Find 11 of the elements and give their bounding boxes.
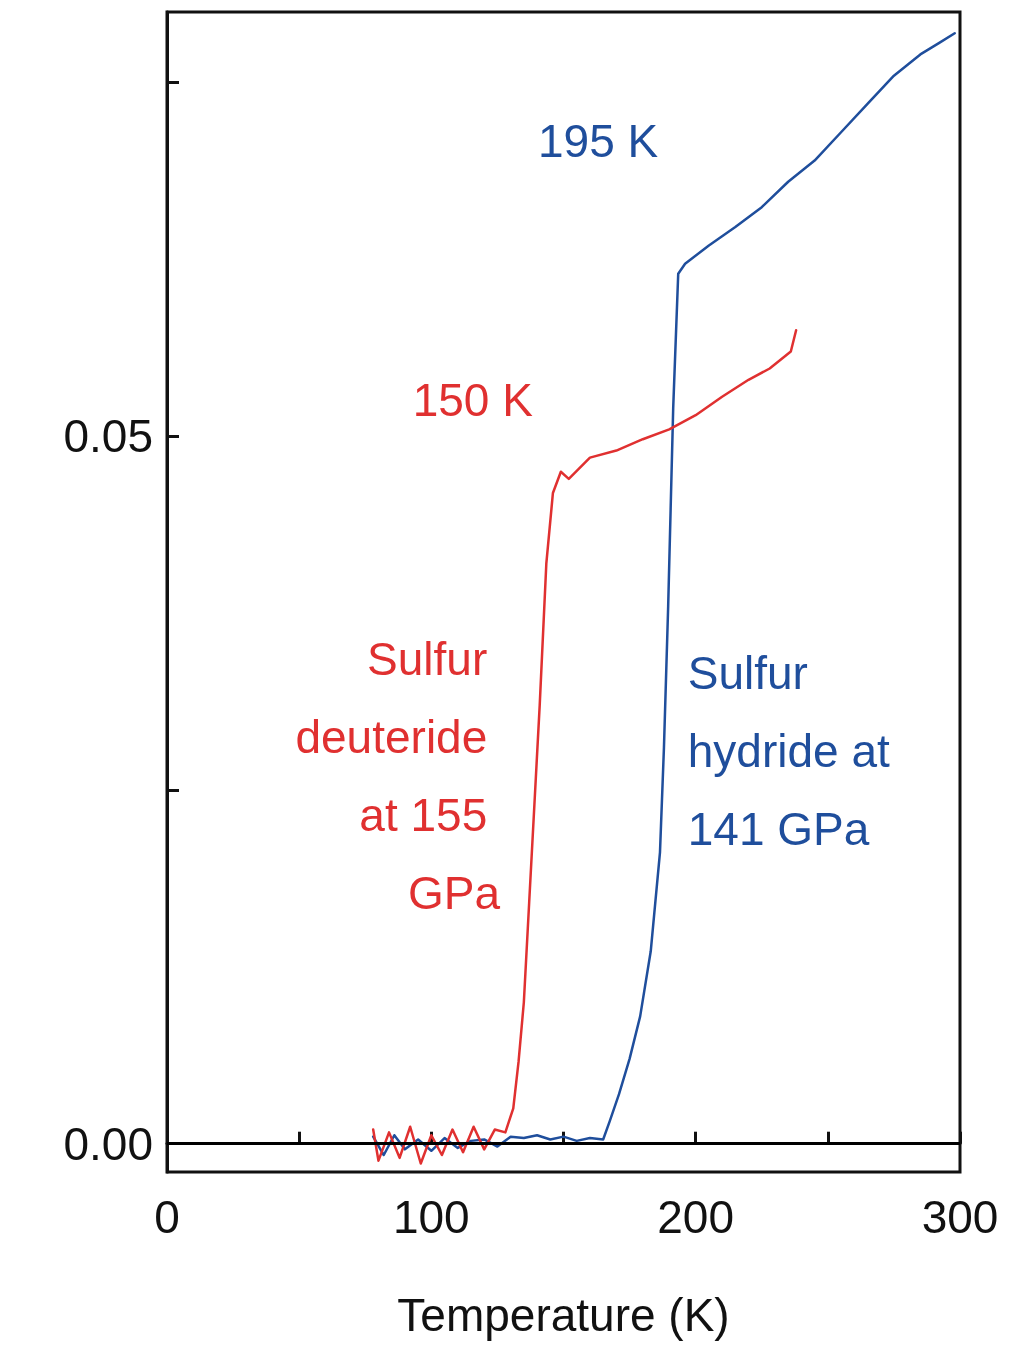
annotation: 150 K (412, 373, 534, 426)
x-tick-label: 100 (392, 1191, 470, 1243)
series-label: Sulfur hydride at 141 GPa (687, 647, 903, 856)
y-tick-label: 0.00 (63, 1117, 153, 1170)
x-axis-title: Temperature (K) (397, 1289, 730, 1341)
series-label: Sulfur deuteride at 155 GPa (295, 633, 501, 920)
annotation: 195 K (538, 114, 659, 167)
x-tick-label: 0 (154, 1191, 180, 1243)
y-tick-label: 0.05 (63, 410, 153, 463)
x-tick-label: 200 (657, 1191, 735, 1243)
x-tick-label: 300 (921, 1191, 999, 1243)
